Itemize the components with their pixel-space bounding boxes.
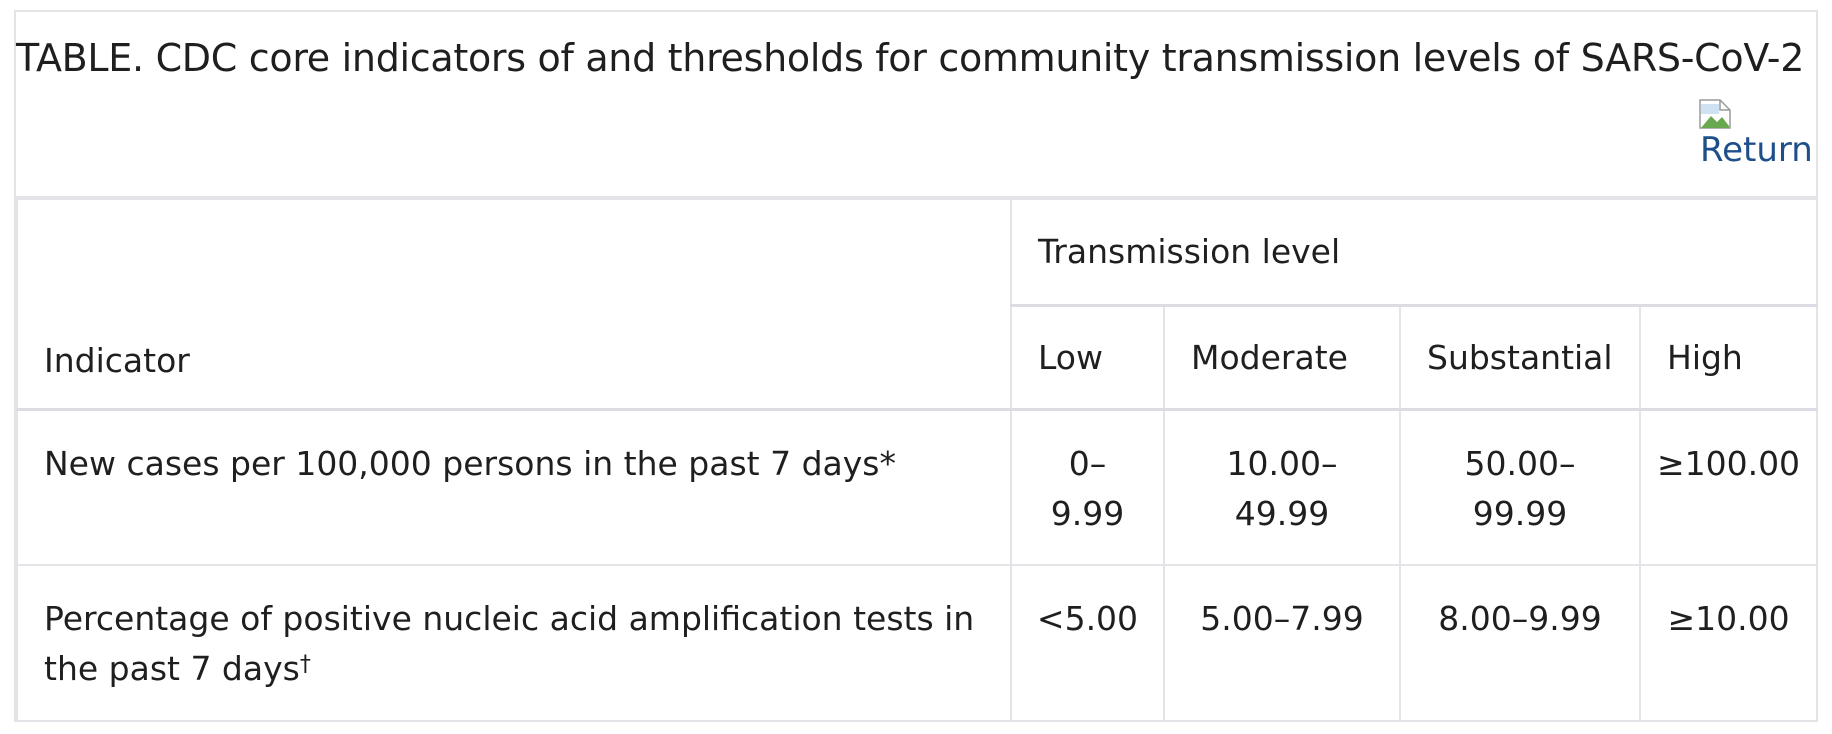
level-header-substantial: Substantial — [1399, 304, 1641, 411]
value-text: 8.00–9.99 — [1438, 599, 1602, 638]
table-title: TABLE. CDC core indicators of and thresh… — [16, 36, 1805, 80]
indicator-cell: New cases per 100,000 persons in the pas… — [16, 408, 1012, 566]
footnote-mark: * — [879, 443, 896, 483]
value-text: <5.00 — [1036, 599, 1139, 638]
broken-image-icon — [1699, 99, 1731, 129]
value-cell-moderate: 5.00–7.99 — [1163, 564, 1401, 722]
transmission-table: Indicator Transmission level Low Moderat… — [16, 198, 1819, 722]
return-link-text: Return — [1700, 130, 1813, 166]
indicator-text: Percentage of positive nucleic acid ampl… — [44, 599, 975, 688]
level-header-low: Low — [1010, 304, 1165, 411]
indicator-text: New cases per 100,000 persons in the pas… — [44, 443, 880, 483]
header-level-row: Low Moderate Substantial High — [17, 304, 1819, 411]
value-cell-substantial: 50.00–99.99 — [1399, 408, 1641, 566]
value-text: 5.00–7.99 — [1200, 599, 1364, 638]
table-caption: TABLE. CDC core indicators of and thresh… — [14, 10, 1818, 198]
value-text: 50.00–99.99 — [1464, 443, 1576, 533]
table-row: New cases per 100,000 persons in the pas… — [16, 408, 1819, 566]
header-group-row: Indicator Transmission level — [16, 198, 1819, 411]
level-header-moderate: Moderate — [1163, 304, 1401, 411]
table-row: Percentage of positive nucleic acid ampl… — [16, 564, 1819, 722]
value-cell-low: 0–9.99 — [1010, 408, 1165, 566]
footnote-mark: † — [299, 652, 311, 677]
value-cell-high: ≥10.00 — [1638, 564, 1819, 722]
transmission-level-header: Transmission level — [1009, 198, 1819, 307]
indicator-cell: Percentage of positive nucleic acid ampl… — [16, 564, 1012, 722]
value-text: 10.00–49.99 — [1226, 443, 1338, 533]
value-text: ≥100.00 — [1656, 443, 1801, 483]
value-cell-moderate: 10.00–49.99 — [1163, 408, 1401, 566]
value-cell-substantial: 8.00–9.99 — [1399, 564, 1641, 722]
value-text: 0–9.99 — [1050, 443, 1125, 533]
value-cell-low: <5.00 — [1010, 564, 1165, 722]
return-link[interactable]: Return — [1698, 84, 1818, 166]
value-cell-high: ≥100.00 — [1638, 408, 1819, 566]
level-header-high: High — [1638, 304, 1819, 411]
indicator-column-header: Indicator — [16, 198, 1012, 411]
value-text: ≥10.00 — [1667, 599, 1790, 638]
